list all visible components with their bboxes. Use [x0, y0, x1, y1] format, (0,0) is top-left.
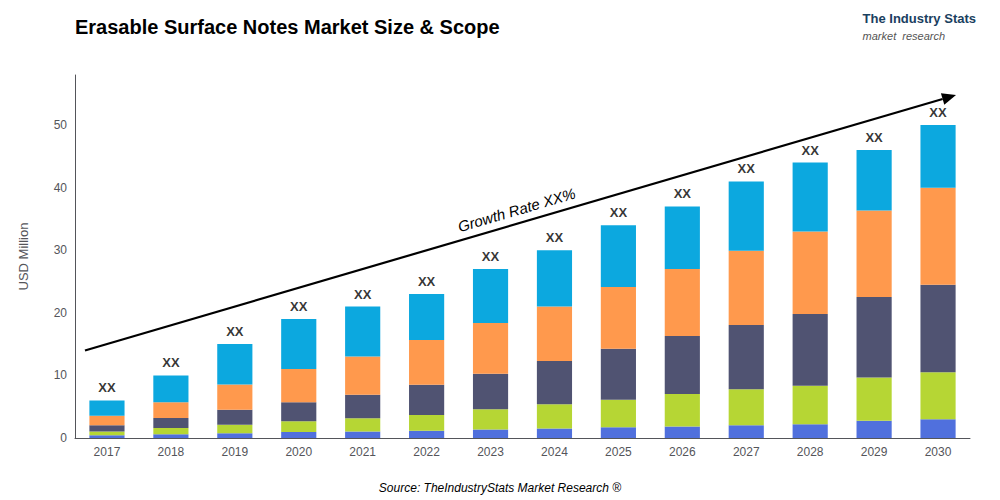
svg-text:0: 0	[60, 431, 67, 445]
svg-text:XX: XX	[929, 105, 947, 120]
svg-text:2021: 2021	[349, 445, 376, 459]
svg-text:XX: XX	[610, 205, 628, 220]
svg-text:2018: 2018	[158, 445, 185, 459]
svg-text:XX: XX	[865, 130, 883, 145]
svg-text:2027: 2027	[733, 445, 760, 459]
svg-text:10: 10	[54, 368, 68, 382]
svg-text:XX: XX	[546, 230, 564, 245]
svg-text:30: 30	[54, 243, 68, 257]
svg-text:50: 50	[54, 118, 68, 132]
svg-text:2024: 2024	[541, 445, 568, 459]
svg-text:Erasable Surface Notes Market: Erasable Surface Notes Market Size & Sco…	[75, 16, 500, 38]
svg-text:XX: XX	[674, 186, 692, 201]
svg-text:market research: market research	[863, 30, 946, 42]
svg-text:Source: TheIndustryStats Marke: Source: TheIndustryStats Market Research…	[379, 481, 621, 495]
svg-text:XX: XX	[354, 287, 372, 302]
svg-text:2030: 2030	[925, 445, 952, 459]
svg-text:XX: XX	[482, 249, 500, 264]
svg-text:Growth Rate XX%: Growth Rate XX%	[456, 185, 578, 236]
svg-text:2028: 2028	[797, 445, 824, 459]
svg-text:40: 40	[54, 181, 68, 195]
svg-text:2019: 2019	[221, 445, 248, 459]
svg-text:20: 20	[54, 306, 68, 320]
svg-text:XX: XX	[802, 143, 820, 158]
svg-text:XX: XX	[162, 355, 180, 370]
svg-text:USD Million: USD Million	[16, 223, 31, 291]
svg-text:2020: 2020	[285, 445, 312, 459]
svg-text:XX: XX	[290, 299, 308, 314]
svg-text:2017: 2017	[94, 445, 121, 459]
svg-text:XX: XX	[738, 161, 756, 176]
svg-text:2023: 2023	[477, 445, 504, 459]
svg-text:2026: 2026	[669, 445, 696, 459]
svg-text:XX: XX	[226, 324, 244, 339]
svg-text:The Industry Stats: The Industry Stats	[863, 11, 976, 26]
svg-text:2022: 2022	[413, 445, 440, 459]
svg-text:XX: XX	[418, 274, 436, 289]
svg-text:2029: 2029	[861, 445, 888, 459]
svg-text:2025: 2025	[605, 445, 632, 459]
svg-text:XX: XX	[98, 380, 116, 395]
